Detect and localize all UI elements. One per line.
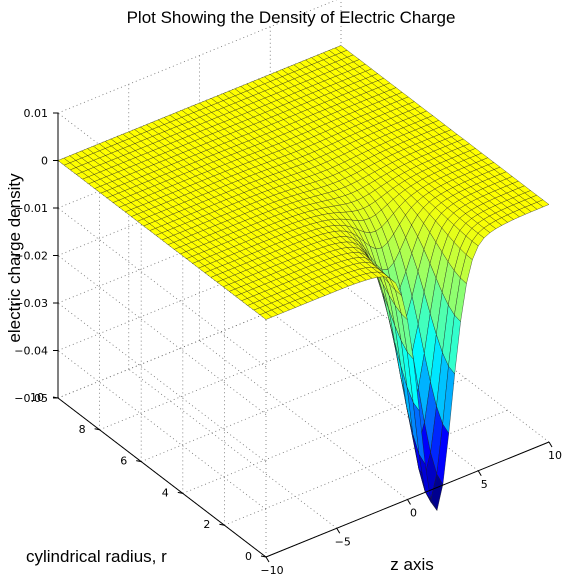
x-tick-mark (336, 527, 341, 534)
x-tick-mark (548, 441, 553, 448)
z-axis-label: electric charge density (5, 173, 24, 343)
axes (52, 112, 553, 563)
z-tick-label: 0.01 (24, 107, 49, 120)
r-tick-mark (177, 491, 183, 494)
r-grid-line (57, 282, 342, 399)
r-tick-label: 6 (120, 455, 127, 468)
x-axis-label: z axis (390, 555, 433, 574)
r-axis-label: cylindrical radius, r (26, 547, 167, 566)
z-tick-label: −0.04 (14, 345, 48, 358)
z-tick-label: −0.03 (14, 297, 48, 310)
x-tick-mark (477, 470, 482, 477)
x-tick-mark (407, 499, 411, 505)
r-tick-mark (136, 460, 142, 463)
x-tick-mark (265, 556, 270, 563)
r-grid-line (224, 409, 508, 526)
r-tick-label: 4 (162, 486, 169, 499)
r-tick-label: 10 (30, 391, 44, 404)
x-tick-label: 5 (481, 478, 488, 491)
x-tick-label: −5 (335, 535, 351, 548)
tick-labels: −10 −5 0 5 10 0 2 4 6 8 10 0.01 0 −0.01 −0.02 −0.03 −0.0… (14, 107, 562, 575)
r-axis-line (57, 397, 267, 558)
r-grid-line (99, 314, 383, 431)
x-grid-line (199, 340, 408, 500)
chart-title: Plot Showing the Density of Electric Cha… (127, 8, 456, 27)
z-tick-label: −0.01 (14, 202, 48, 215)
z-tick-label: 0 (41, 155, 48, 168)
r-tick-label: 2 (203, 518, 210, 531)
r-tick-mark (260, 555, 267, 558)
z-grid-line (57, 302, 267, 463)
x-tick-label: 10 (548, 449, 562, 462)
r-tick-mark (219, 523, 225, 526)
x-tick-label: −10 (260, 564, 283, 575)
r-tick-label: 8 (79, 423, 86, 436)
r-tick-mark (94, 428, 100, 431)
z-tick-label: −0.05 (14, 392, 48, 405)
z-tick-label: −0.02 (14, 250, 48, 263)
z-grid-line (57, 235, 342, 351)
r-grid-line (141, 346, 425, 462)
surface-face (536, 199, 550, 208)
r-tick-label: 0 (245, 550, 252, 563)
r-grid-line (182, 378, 466, 494)
x-tick-label: 0 (410, 507, 417, 520)
surface-mesh (57, 45, 550, 511)
x-grid-line (128, 368, 337, 529)
